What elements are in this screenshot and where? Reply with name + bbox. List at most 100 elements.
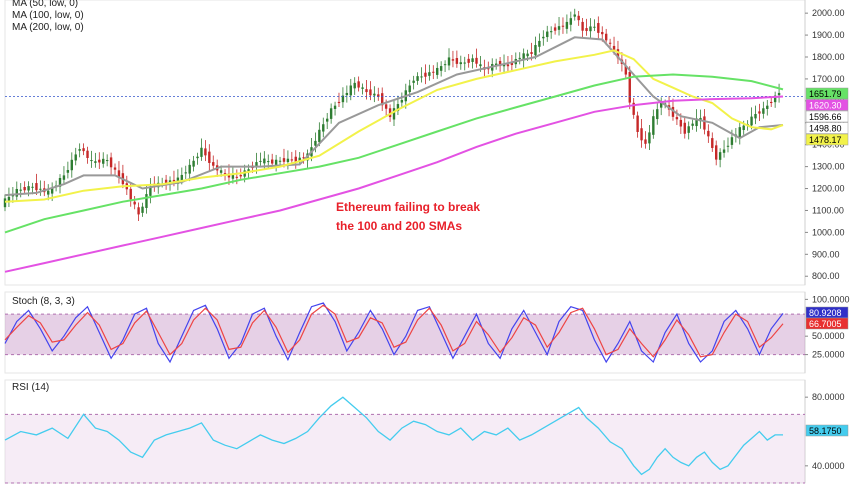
candle-body <box>27 186 30 191</box>
candle-body <box>683 122 686 134</box>
candle-body <box>105 160 109 162</box>
candle-body <box>616 49 620 59</box>
indicator-band <box>5 314 805 355</box>
candle-body <box>172 179 176 182</box>
candle-body <box>534 45 537 56</box>
series-line <box>4 304 784 358</box>
candle-body <box>357 81 360 88</box>
candle-body <box>39 188 42 190</box>
candle-body <box>644 139 647 144</box>
candle-body <box>656 109 659 120</box>
candle-body <box>235 176 239 178</box>
candle-body <box>420 76 423 78</box>
y-tick-label: 1800.00 <box>812 52 845 62</box>
candle-body <box>247 169 250 172</box>
candle-body <box>636 115 639 132</box>
candle-body <box>518 57 521 59</box>
price-badge-label: 1651.79 <box>809 89 842 99</box>
candle-body <box>35 183 38 191</box>
candle-body <box>341 95 345 103</box>
candle-body <box>337 101 341 104</box>
candle-body <box>129 188 132 200</box>
candle-body <box>730 137 734 145</box>
candle-body <box>239 174 242 177</box>
candle-body <box>573 14 576 17</box>
candle-body <box>212 162 215 166</box>
candle-body <box>416 76 419 81</box>
candle-body <box>188 164 191 174</box>
candle-body <box>773 95 777 103</box>
series-line <box>4 49 784 203</box>
legend-ma50: MA (50, low, 0) <box>12 0 78 9</box>
legend-ma200: MA (200, low, 0) <box>12 22 84 33</box>
candle-body <box>428 72 431 76</box>
candle-body <box>322 124 325 132</box>
candle-body <box>302 157 305 159</box>
candle-body <box>561 25 565 27</box>
candle-body <box>738 127 741 138</box>
series-line <box>4 302 784 364</box>
candle-body <box>145 194 148 208</box>
candle-body <box>608 42 612 44</box>
candle-body <box>652 116 655 135</box>
candle-body <box>208 151 211 163</box>
candle-body <box>675 117 679 120</box>
candle-body <box>384 104 388 109</box>
candle-body <box>180 174 184 181</box>
candle-body <box>263 158 266 164</box>
candle-body <box>66 170 70 173</box>
price-badge <box>805 133 849 146</box>
candle-body <box>412 80 415 83</box>
legend-ma100: MA (100, low, 0) <box>12 10 84 21</box>
candle-body <box>553 27 557 31</box>
candle-body <box>679 119 683 127</box>
candle-body <box>168 180 172 184</box>
candle-body <box>585 28 588 31</box>
candle-body <box>377 94 380 97</box>
y-tick-label: 40.0000 <box>812 461 845 471</box>
candle-body <box>86 150 89 158</box>
candle-body <box>31 186 34 188</box>
series-line <box>4 36 784 197</box>
candle-body <box>526 53 529 57</box>
candle-body <box>11 195 15 197</box>
candle-body <box>326 118 329 122</box>
candle-body <box>522 53 525 61</box>
candle-body <box>278 160 282 162</box>
candle-body <box>98 159 101 163</box>
candle-body <box>494 63 498 66</box>
candle-body <box>581 21 584 31</box>
candle-body <box>231 175 235 179</box>
candle-body <box>506 64 510 67</box>
rsi-panel: 40.0000 80.0000 58.1750 <box>4 379 849 484</box>
candle-body <box>3 198 7 208</box>
y-tick-label: 100.0000 <box>812 294 850 304</box>
candle-body <box>286 158 290 163</box>
price-badge <box>805 110 849 123</box>
candle-body <box>314 140 317 146</box>
candle-body <box>754 114 757 119</box>
candle-body <box>184 172 187 174</box>
candle-body <box>90 160 93 162</box>
candle-body <box>777 92 781 96</box>
price-badge <box>805 424 849 437</box>
candle-body <box>274 159 278 165</box>
series-line <box>4 95 784 273</box>
candle-body <box>648 132 651 144</box>
candle-body <box>82 148 85 152</box>
candle-body <box>23 187 26 191</box>
candle-body <box>691 123 694 126</box>
candle-body <box>549 31 553 33</box>
candle-body <box>94 161 97 163</box>
candle-body <box>722 149 726 153</box>
candle-body <box>530 52 533 54</box>
candle-body <box>597 23 600 33</box>
price-badge-label: 1620.30 <box>809 101 842 111</box>
candle-body <box>659 102 663 108</box>
candle-body <box>19 189 22 191</box>
candle-body <box>282 158 286 162</box>
candle-body <box>388 108 392 118</box>
candle-body <box>50 188 54 194</box>
y-tick-label: 900.00 <box>812 249 840 259</box>
